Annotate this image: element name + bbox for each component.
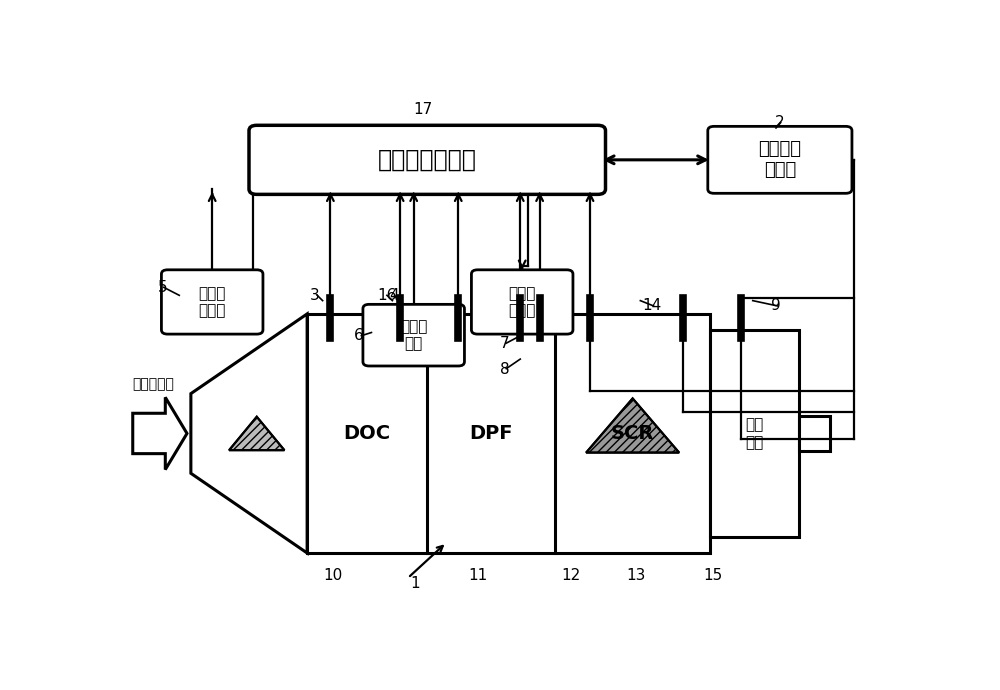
FancyBboxPatch shape [249, 126, 606, 195]
Text: 12: 12 [561, 569, 580, 583]
Text: 11: 11 [468, 569, 487, 583]
Bar [307, 314, 710, 553]
Text: SCR: SCR [611, 424, 654, 443]
Text: 柴油喷
射装置: 柴油喷 射装置 [198, 286, 226, 318]
Bar [710, 330, 799, 537]
Text: 17: 17 [414, 102, 433, 117]
Polygon shape [133, 397, 187, 470]
Text: 7: 7 [500, 335, 510, 351]
Text: 16: 16 [377, 288, 397, 303]
Polygon shape [586, 398, 679, 453]
FancyBboxPatch shape [161, 270, 263, 334]
Text: 2: 2 [775, 115, 785, 130]
Text: 13: 13 [627, 569, 646, 583]
Text: 发动机电
控单元: 发动机电 控单元 [758, 141, 801, 179]
Text: 4: 4 [389, 288, 399, 303]
Text: DOC: DOC [344, 424, 391, 443]
Text: 消音
装置: 消音 装置 [746, 417, 764, 450]
FancyBboxPatch shape [708, 126, 852, 193]
Text: 压差传
感器: 压差传 感器 [400, 319, 427, 351]
Text: 6: 6 [354, 328, 364, 343]
Polygon shape [229, 417, 284, 450]
Text: 尿素喷
射装置: 尿素喷 射装置 [509, 286, 536, 318]
Polygon shape [191, 314, 307, 553]
Text: 9: 9 [771, 299, 781, 313]
Bar [799, 416, 830, 451]
Text: 1: 1 [411, 575, 420, 591]
Text: 3: 3 [310, 288, 320, 303]
Text: DPF: DPF [469, 424, 513, 443]
Text: 8: 8 [500, 362, 510, 377]
Text: 后处理电控单元: 后处理电控单元 [378, 148, 477, 172]
Text: 发动机尾气: 发动机尾气 [133, 377, 175, 391]
Text: 10: 10 [323, 569, 342, 583]
FancyBboxPatch shape [363, 304, 464, 366]
Text: 14: 14 [642, 299, 662, 313]
FancyBboxPatch shape [471, 270, 573, 334]
Text: 5: 5 [157, 280, 167, 295]
Text: 15: 15 [703, 569, 722, 583]
